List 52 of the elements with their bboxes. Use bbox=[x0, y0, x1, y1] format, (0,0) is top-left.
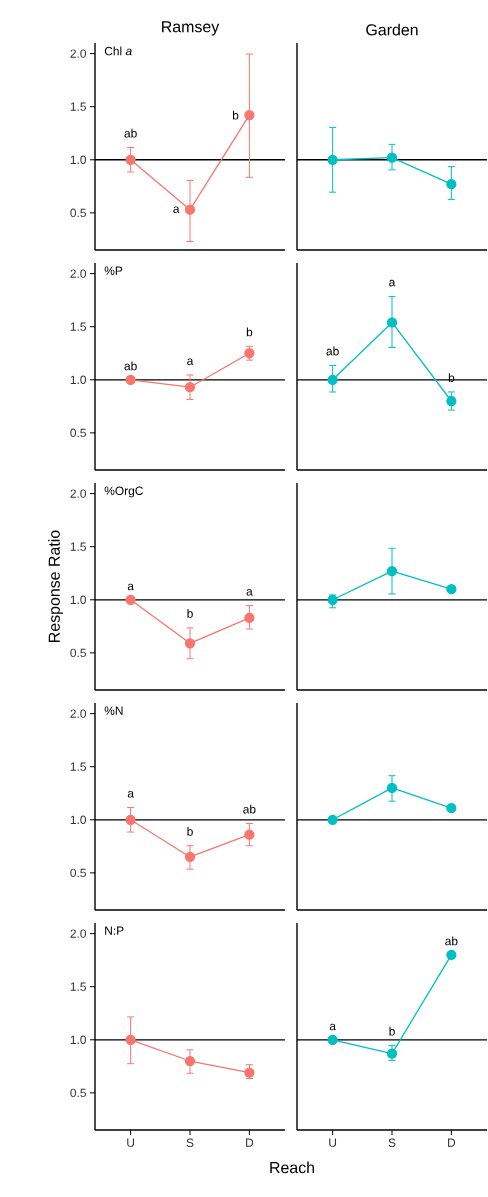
y-tick-label: 1.0 bbox=[70, 815, 87, 824]
y-tick-label: 2.0 bbox=[70, 49, 87, 58]
annotation: a bbox=[329, 1023, 336, 1031]
y-axis-title: Response Ratio bbox=[48, 530, 64, 642]
annotation: ab bbox=[124, 128, 137, 138]
y-tick-label: 0.5 bbox=[70, 648, 86, 658]
chart-title: Garden bbox=[366, 23, 418, 36]
x-tick-label: S bbox=[186, 1138, 194, 1147]
y-tick-label: 1.0 bbox=[70, 375, 87, 384]
y-tick-label: 1.5 bbox=[70, 102, 86, 111]
y-tick-label: 2.0 bbox=[70, 269, 87, 278]
y-tick-label: 1.5 bbox=[70, 982, 86, 991]
chart-subtitle: %N bbox=[104, 706, 123, 715]
annotation: a bbox=[127, 790, 134, 798]
y-tick-label: 0.5 bbox=[70, 1088, 86, 1098]
annotation: a bbox=[187, 358, 194, 365]
annotation: a bbox=[173, 206, 180, 213]
y-tick-label: 1.0 bbox=[70, 595, 87, 604]
annotation: b bbox=[187, 609, 193, 618]
x-tick-label: D bbox=[246, 1138, 254, 1147]
y-tick-label: 2.0 bbox=[70, 709, 87, 718]
annotation: ab bbox=[326, 346, 339, 356]
y-tick-label: 2.0 bbox=[70, 489, 87, 498]
chart-title: Ramsey bbox=[162, 21, 220, 36]
annotation: b bbox=[389, 1026, 395, 1036]
chart-subtitle: Chl a bbox=[104, 46, 132, 56]
annotation: b bbox=[187, 826, 193, 836]
x-tick-label: U bbox=[127, 1138, 135, 1147]
chart-subtitle: N:P bbox=[105, 926, 124, 935]
x-tick-label: D bbox=[448, 1138, 456, 1147]
y-tick-label: 2.0 bbox=[70, 929, 87, 938]
annotation: a bbox=[127, 583, 134, 591]
annotation: a bbox=[246, 589, 253, 596]
x-tick-label: S bbox=[388, 1138, 396, 1147]
chart-subtitle: %OrgC bbox=[104, 486, 143, 498]
annotation: a bbox=[389, 279, 396, 287]
y-tick-label: 0.5 bbox=[70, 208, 86, 218]
x-axis-title: Reach bbox=[270, 1161, 314, 1174]
y-tick-label: 0.5 bbox=[70, 428, 86, 438]
x-tick-label: U bbox=[329, 1138, 337, 1147]
y-tick-label: 0.5 bbox=[70, 868, 86, 878]
y-tick-label: 1.5 bbox=[70, 542, 86, 551]
y-tick-label: 1.5 bbox=[70, 762, 86, 771]
y-tick-label: 1.5 bbox=[70, 322, 86, 331]
y-tick-label: 1.0 bbox=[70, 1035, 87, 1045]
annotation: ab bbox=[243, 804, 256, 814]
annotation: ab bbox=[124, 361, 137, 371]
chart-subtitle: %P bbox=[104, 266, 123, 275]
annotation: b bbox=[246, 327, 253, 337]
y-tick-label: 1.0 bbox=[70, 155, 87, 164]
annotation: b bbox=[232, 110, 239, 120]
annotation: ab bbox=[445, 936, 458, 946]
